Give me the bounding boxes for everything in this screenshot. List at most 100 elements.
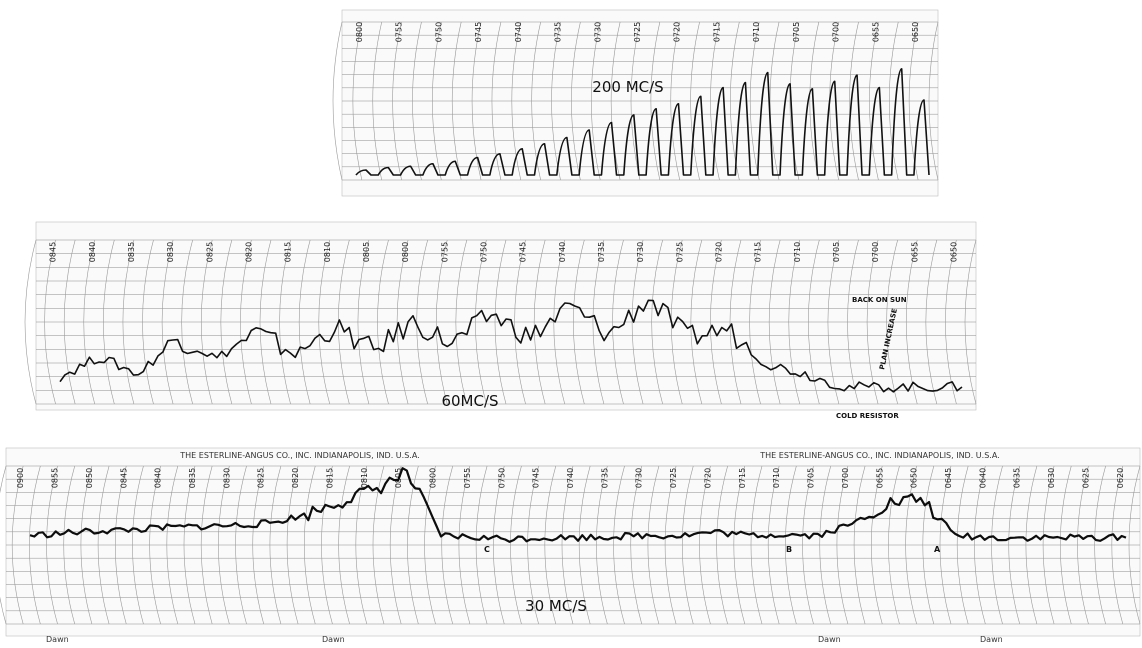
grid-line-arc — [46, 465, 58, 625]
x-tick-label: 0750 — [479, 242, 488, 262]
x-tick-label: 0705 — [792, 22, 801, 42]
grid-line-arc — [132, 465, 144, 625]
grid-line-arc — [682, 465, 694, 625]
x-tick-label: 0620 — [1116, 468, 1125, 488]
grid-line-arc — [906, 239, 918, 405]
x-tick-label: 0800 — [401, 242, 410, 262]
x-tick-label: 0725 — [675, 242, 684, 262]
chart-header-text: THE ESTERLINE-ANGUS CO., INC. INDIANAPOL… — [759, 451, 999, 460]
x-tick-label: 0735 — [597, 242, 606, 262]
grid-line-arc — [511, 21, 522, 181]
x-tick-label: 0720 — [703, 468, 712, 488]
x-tick-label: 0820 — [244, 242, 253, 262]
grid-line-arc — [115, 465, 127, 625]
grid-line-arc — [939, 465, 952, 625]
grid-line-arc — [592, 239, 605, 405]
panel-title: 30 MC/S — [525, 597, 587, 615]
x-tick-label: 0745 — [474, 22, 483, 42]
grid-line-arc — [866, 239, 879, 405]
grid-line-arc — [514, 239, 526, 405]
panel-title: 200 MC/S — [592, 78, 663, 96]
grid-line-arc — [510, 465, 522, 625]
x-tick-label: 0715 — [738, 468, 747, 488]
grid-line-arc — [664, 465, 677, 625]
grid-line-arc — [647, 465, 660, 625]
x-tick-label: 0700 — [871, 242, 880, 262]
x-tick-label: 0650 — [911, 22, 920, 42]
x-tick-label: 0850 — [85, 468, 94, 488]
x-tick-label: 0655 — [875, 468, 884, 488]
x-tick-label: 0840 — [88, 242, 97, 262]
grid-line-arc — [789, 21, 800, 181]
grid-line-arc — [670, 21, 681, 181]
x-tick-label: 0755 — [463, 468, 472, 488]
grid-line-arc — [749, 21, 760, 181]
grid-line-arc — [377, 239, 389, 405]
grid-line-arc — [183, 465, 196, 625]
x-tick-label: 0700 — [832, 22, 841, 42]
x-tick-label: 0735 — [554, 22, 563, 42]
grid-line-arc — [827, 239, 840, 405]
grid-line-arc — [533, 239, 546, 405]
grid-line-arc — [220, 239, 233, 405]
x-tick-label: 0900 — [16, 468, 25, 488]
grid-line-arc — [767, 465, 780, 625]
grid-line-arc — [355, 465, 368, 625]
event-marker: A — [934, 545, 941, 554]
grid-line-arc — [591, 21, 601, 181]
x-tick-label: 0750 — [497, 468, 506, 488]
grid-line-arc — [733, 465, 746, 625]
grid-line-arc — [321, 465, 333, 625]
grid-line-arc — [785, 465, 797, 625]
x-tick-label: 0845 — [119, 468, 128, 488]
grid-line-arc — [571, 21, 581, 181]
x-tick-label: 0710 — [752, 22, 761, 42]
grid-line-arc — [441, 465, 454, 625]
grid-line-arc — [651, 239, 663, 405]
x-tick-label: 0740 — [514, 22, 523, 42]
grid-line-arc — [750, 465, 763, 625]
grid-line-arc — [298, 239, 311, 405]
panel-60mcs: 0845 0840 0835 0830 0825 0820 0815 0810 0805 0800… — [24, 221, 977, 420]
grid-line-arc — [338, 465, 350, 625]
grid-line-arc — [24, 239, 37, 405]
grid-line-arc — [956, 465, 969, 625]
x-tick-label: 0735 — [600, 468, 609, 488]
grid-line-arc — [610, 21, 621, 181]
grid-line-arc — [286, 465, 299, 625]
series-trace — [355, 67, 930, 176]
grid-line-arc — [553, 239, 566, 405]
grid-line-arc — [1128, 465, 1141, 625]
x-tick-label: 0640 — [978, 468, 987, 488]
grid-line-arc — [905, 465, 917, 625]
grid-line-arc — [318, 239, 331, 405]
x-tick-label: 0855 — [51, 468, 60, 488]
grid-line-arc — [424, 465, 436, 625]
grid-line-arc — [710, 21, 720, 181]
footer-label: Dawn — [980, 635, 1003, 644]
grid-line-arc — [304, 465, 316, 625]
grid-line-arc — [1094, 465, 1106, 625]
grid-line-arc — [332, 21, 343, 181]
event-marker: C — [484, 545, 490, 554]
grid-line-arc — [269, 465, 282, 625]
grid-line-arc — [729, 239, 742, 405]
grid-line-arc — [352, 21, 363, 181]
x-tick-label: 0810 — [360, 468, 369, 488]
x-tick-label: 0710 — [793, 242, 802, 262]
grid-line-arc — [802, 465, 814, 625]
grid-line-arc — [573, 239, 585, 405]
grid-line-arc — [928, 21, 939, 181]
annotation-cold-resistor: COLD RESISTOR — [836, 412, 899, 420]
grid-line-arc — [200, 465, 213, 625]
grid-line-arc — [974, 465, 986, 625]
grid-line-arc — [808, 239, 820, 405]
grid-line-arc — [357, 239, 370, 405]
footer-label: Dawn — [818, 635, 841, 644]
grid-line-arc — [240, 239, 252, 405]
x-tick-label: 0715 — [754, 242, 763, 262]
x-tick-label: 0645 — [944, 468, 953, 488]
grid-line-arc — [551, 21, 561, 181]
chart-header-text: THE ESTERLINE-ANGUS CO., INC. INDIANAPOL… — [179, 451, 419, 460]
